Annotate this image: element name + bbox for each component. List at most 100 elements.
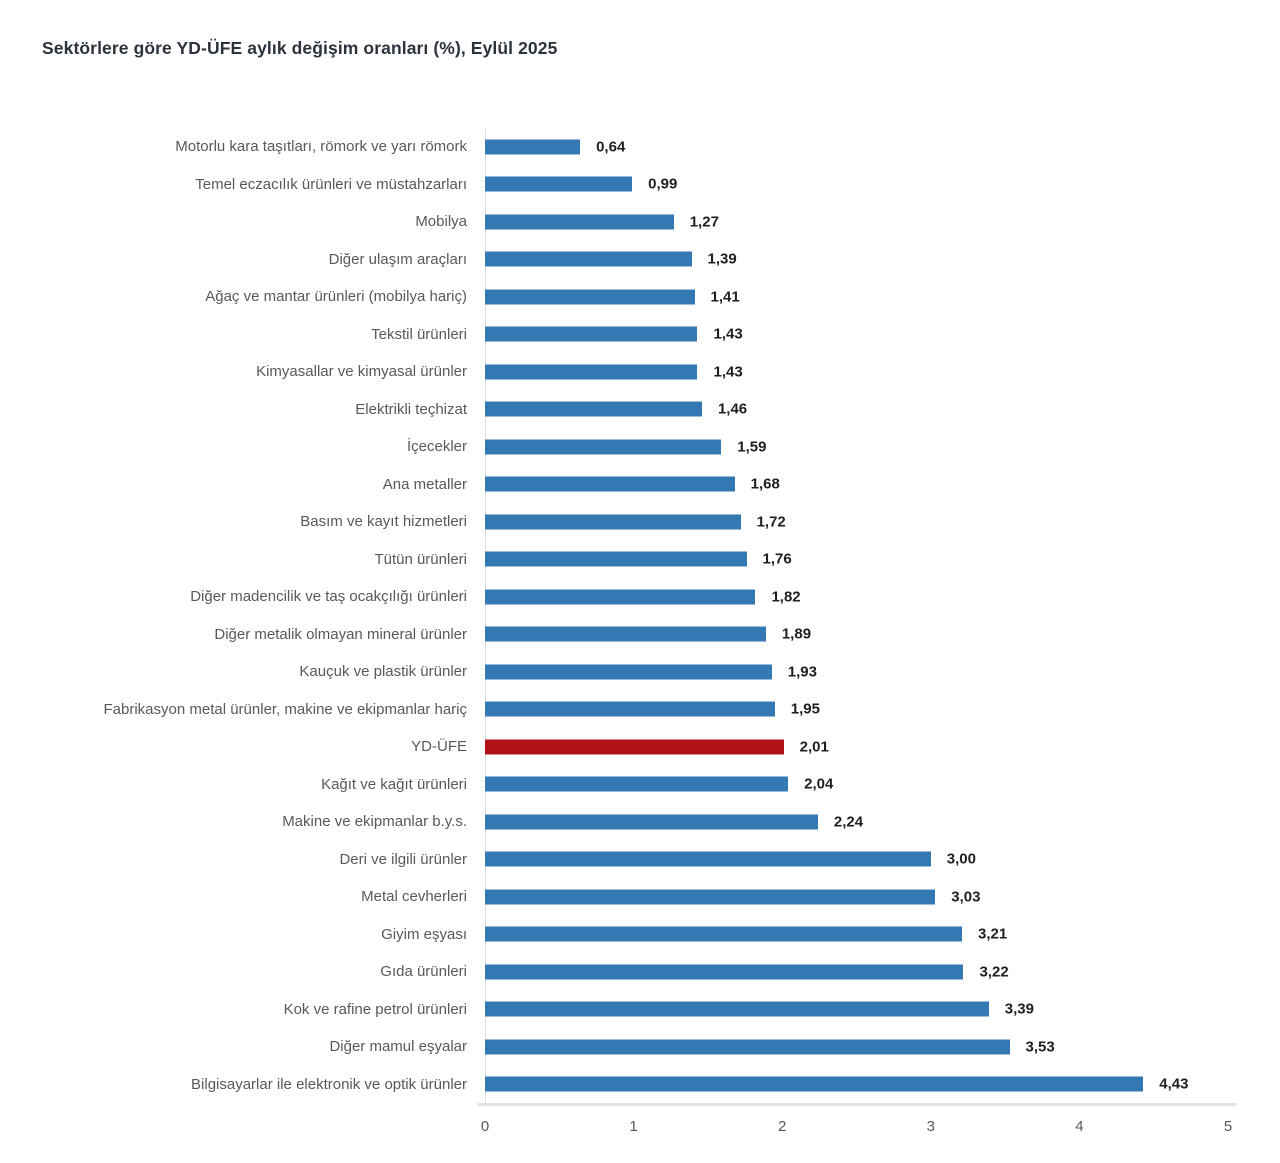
value-label: 0,64	[596, 138, 626, 156]
row-plot: 1,89	[485, 616, 1228, 654]
bar	[485, 364, 698, 380]
row-plot: 0,64	[485, 128, 1228, 166]
value-label: 3,22	[979, 963, 1009, 981]
x-axis-tick-label: 3	[926, 1118, 935, 1135]
bar	[485, 401, 702, 417]
x-axis-tick-label: 5	[1223, 1118, 1233, 1135]
bar	[485, 1076, 1144, 1092]
chart-row: Kauçuk ve plastik ürünler 1,93	[0, 653, 1240, 691]
value-label: 1,46	[717, 400, 748, 418]
bar	[485, 664, 772, 680]
chart-row: Kimyasallar ve kimyasal ürünler 1,43	[0, 353, 1240, 391]
row-plot: 1,27	[485, 203, 1228, 241]
bar	[485, 551, 747, 567]
chart-row: Makine ve ekipmanlar b.y.s. 2,24	[0, 803, 1240, 841]
row-plot: 1,93	[485, 653, 1228, 691]
value-label: 1,43	[713, 325, 743, 343]
value-label: 2,04	[804, 775, 834, 793]
row-plot: 1,82	[485, 578, 1228, 616]
category-label: Elektrikli teçhizat	[355, 400, 467, 418]
category-label: YD-ÜFE	[411, 738, 467, 756]
bar	[485, 439, 722, 455]
category-label: Diğer madencilik ve taş ocakçılığı ürünl…	[190, 588, 467, 606]
chart-row: YD-ÜFE 2,01	[0, 728, 1240, 766]
category-label: Gıda ürünleri	[380, 963, 467, 981]
row-plot: 3,53	[485, 1028, 1228, 1066]
bar	[485, 1039, 1010, 1055]
value-label: 1,82	[771, 588, 801, 606]
category-label: Diğer metalik olmayan mineral ürünler	[214, 625, 467, 643]
chart-row: Motorlu kara taşıtları, römork ve yarı r…	[0, 128, 1240, 166]
chart-row: Diğer metalik olmayan mineral ürünler 1,…	[0, 616, 1240, 654]
category-label: Tütün ürünleri	[374, 550, 467, 568]
bar	[485, 626, 766, 642]
value-label: 1,89	[781, 625, 812, 643]
row-plot: 1,72	[485, 503, 1228, 541]
row-plot: 0,99	[485, 166, 1228, 204]
category-label: Diğer ulaşım araçları	[328, 250, 467, 268]
row-plot: 3,00	[485, 841, 1228, 879]
category-label: Ağaç ve mantar ürünleri (mobilya hariç)	[205, 288, 467, 306]
value-label: 1,68	[750, 475, 780, 493]
row-plot: 2,01	[485, 728, 1228, 766]
x-axis-tick-label: 4	[1075, 1118, 1084, 1135]
category-label: Deri ve ilgili ürünler	[339, 850, 467, 868]
row-plot: 3,22	[485, 953, 1228, 991]
category-label: Tekstil ürünleri	[371, 325, 467, 343]
row-plot: 3,03	[485, 878, 1228, 916]
value-label: 1,72	[756, 513, 786, 531]
bar	[485, 589, 756, 605]
bar	[485, 926, 962, 942]
value-label: 2,01	[799, 738, 829, 756]
chart-row: Kağıt ve kağıt ürünleri 2,04	[0, 766, 1240, 804]
chart-row: Fabrikasyon metal ürünler, makine ve eki…	[0, 691, 1240, 729]
category-label: Ana metaller	[382, 475, 467, 493]
chart-row: Metal cevherleri 3,03	[0, 878, 1240, 916]
value-label: 1,41	[710, 288, 740, 306]
chart-row: Diğer ulaşım araçları 1,39	[0, 241, 1240, 279]
chart-row: Bilgisayarlar ile elektronik ve optik ür…	[0, 1066, 1240, 1104]
row-plot: 3,21	[485, 916, 1228, 954]
value-label: 3,39	[1004, 1000, 1034, 1018]
bar	[485, 139, 581, 155]
chart-row: Gıda ürünleri 3,22	[0, 953, 1240, 991]
chart-title: Sektörlere göre YD-ÜFE aylık değişim ora…	[42, 38, 558, 58]
chart-row: Kok ve rafine petrol ürünleri 3,39	[0, 991, 1240, 1029]
bar	[485, 289, 695, 305]
category-label: Fabrikasyon metal ürünler, makine ve eki…	[103, 700, 468, 718]
value-label: 3,53	[1025, 1038, 1055, 1056]
row-plot: 2,24	[485, 803, 1228, 841]
row-plot: 2,04	[485, 766, 1228, 804]
row-plot: 1,68	[485, 466, 1228, 504]
category-label: Kauçuk ve plastik ürünler	[299, 663, 467, 681]
category-label: Metal cevherleri	[361, 888, 467, 906]
chart-row: Elektrikli teçhizat 1,46	[0, 391, 1240, 429]
x-axis-tick-label: 0	[480, 1118, 490, 1135]
bar	[485, 251, 692, 267]
category-label: Temel eczacılık ürünleri ve müstahzarlar…	[195, 175, 467, 193]
value-label: 1,43	[713, 363, 743, 381]
value-label: 1,27	[689, 213, 719, 231]
chart-row: Temel eczacılık ürünleri ve müstahzarlar…	[0, 166, 1240, 204]
value-label: 1,93	[787, 663, 817, 681]
chart-row: Ağaç ve mantar ürünleri (mobilya hariç) …	[0, 278, 1240, 316]
row-plot: 1,95	[485, 691, 1228, 729]
value-label: 4,43	[1159, 1075, 1189, 1093]
value-label: 3,00	[946, 850, 976, 868]
bar	[485, 701, 775, 717]
bar	[485, 889, 936, 905]
row-plot: 3,39	[485, 991, 1228, 1029]
chart-row: Diğer mamul eşyalar 3,53	[0, 1028, 1240, 1066]
chart-row: İçecekler 1,59	[0, 428, 1240, 466]
row-plot: 1,46	[485, 391, 1228, 429]
category-label: Kok ve rafine petrol ürünleri	[283, 1000, 467, 1018]
chart-row: Diğer madencilik ve taş ocakçılığı ürünl…	[0, 578, 1240, 616]
x-axis-tick-label: 1	[629, 1118, 638, 1135]
row-plot: 4,43	[485, 1066, 1228, 1104]
bar	[485, 514, 741, 530]
bar	[485, 814, 818, 830]
bar	[485, 326, 698, 342]
x-axis-baseline	[477, 1103, 1237, 1106]
category-label: Kağıt ve kağıt ürünleri	[321, 775, 467, 793]
